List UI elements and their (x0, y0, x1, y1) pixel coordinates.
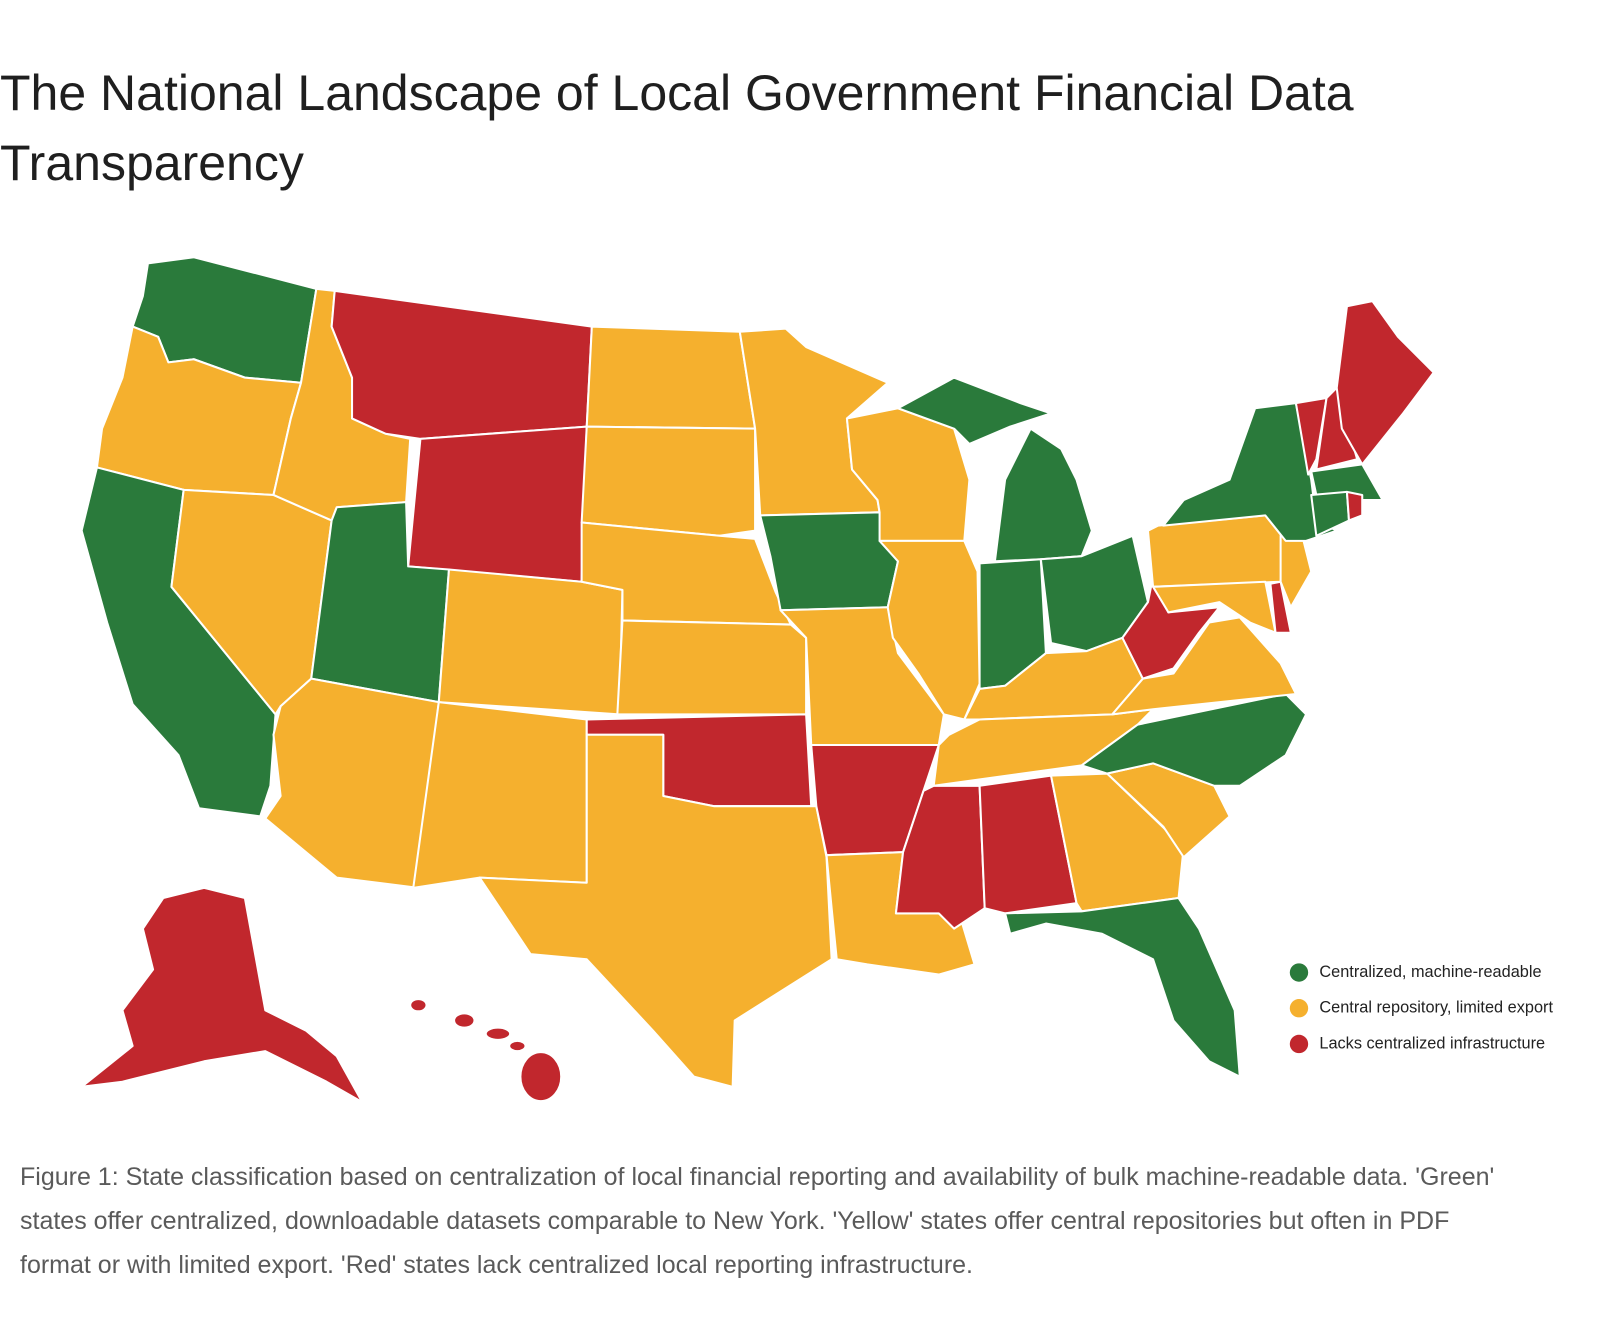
state (1279, 529, 1313, 609)
state (1004, 897, 1241, 1078)
state (437, 568, 624, 716)
state (1146, 514, 1287, 588)
legend-swatch (1289, 963, 1309, 982)
state (1345, 490, 1364, 522)
state (1111, 616, 1297, 716)
state (1310, 490, 1350, 537)
state (484, 1026, 512, 1041)
state (1315, 386, 1359, 471)
state (478, 733, 833, 1088)
state (1121, 575, 1221, 680)
legend-swatch (1289, 1034, 1309, 1054)
state (264, 677, 440, 889)
state (409, 998, 428, 1013)
legend-label: Lacks centralized infrastructure (1319, 1034, 1545, 1052)
state (453, 1012, 476, 1029)
state (759, 511, 899, 612)
legend-label: Centralized, machine-readable (1319, 963, 1541, 981)
state (330, 289, 593, 440)
state (1152, 580, 1277, 634)
state (993, 427, 1093, 563)
state (585, 325, 757, 430)
state (896, 376, 1053, 445)
state (878, 539, 981, 721)
state (80, 886, 364, 1104)
state (616, 619, 808, 716)
legend-label: Central repository, limited export (1319, 999, 1553, 1017)
state (1269, 580, 1292, 634)
caption: Figure 1: State classification based on … (20, 1163, 1495, 1279)
state (580, 425, 757, 537)
state (1310, 463, 1384, 502)
legend: Centralized, machine-readable Central rep… (1289, 963, 1553, 1054)
title: The National Landscape of Local Governme… (0, 65, 1354, 191)
state (508, 1039, 527, 1053)
state (412, 701, 588, 889)
legend-swatch (1289, 999, 1309, 1018)
state (978, 774, 1078, 915)
state (1080, 692, 1308, 787)
state (1294, 397, 1328, 476)
state (407, 425, 588, 583)
state (519, 1051, 563, 1103)
state (1335, 300, 1435, 466)
